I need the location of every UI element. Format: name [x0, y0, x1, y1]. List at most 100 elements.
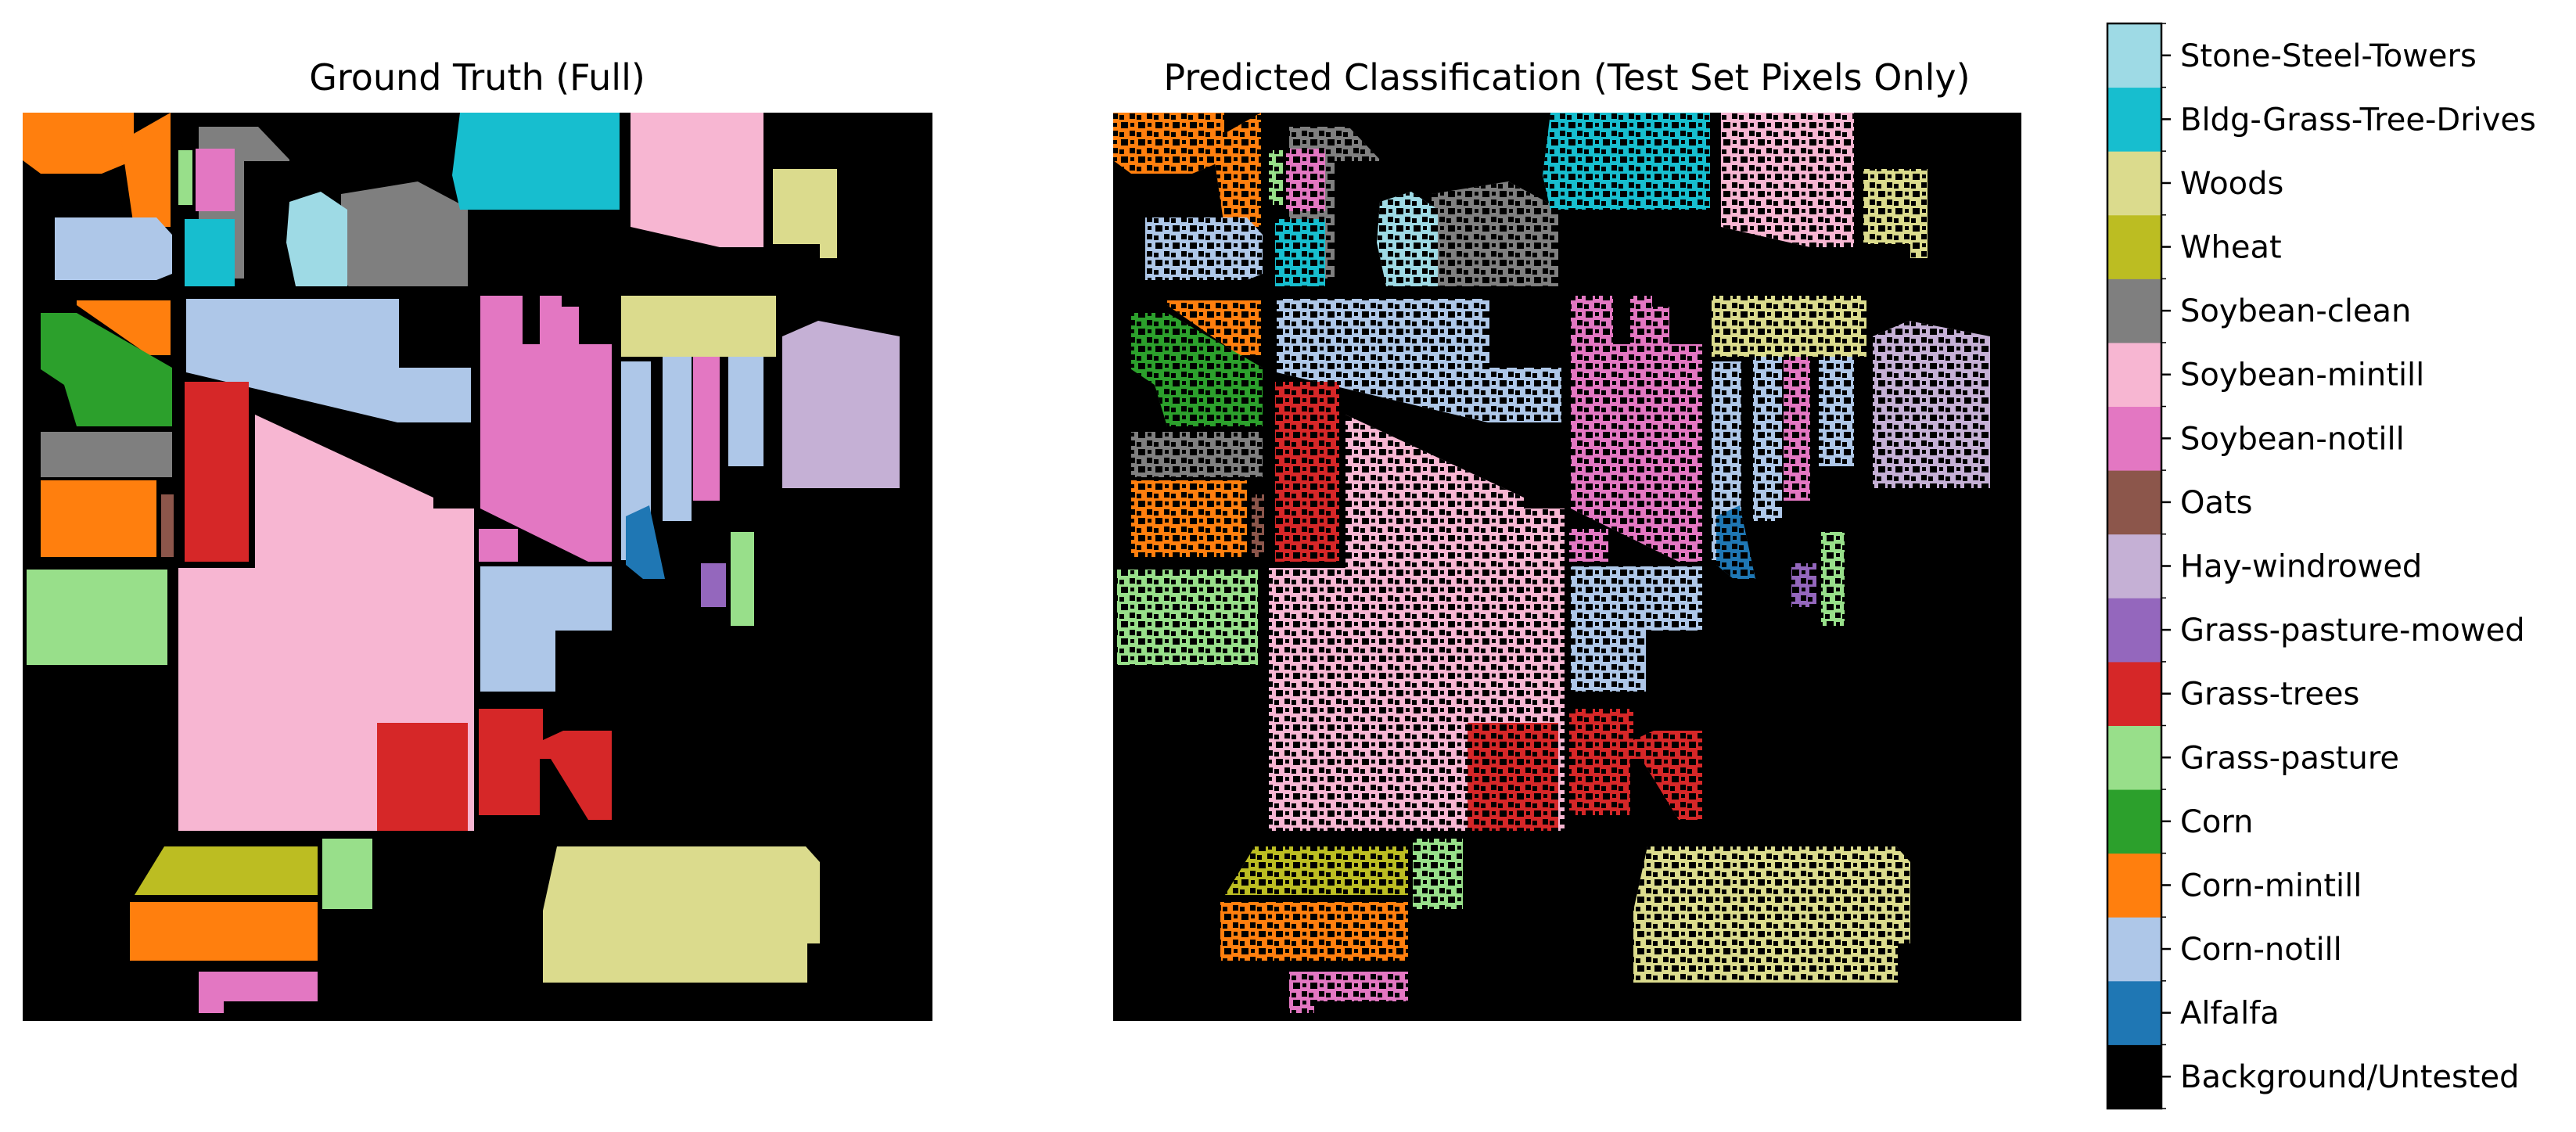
predicted-untested-overlay	[1289, 972, 1408, 1013]
ground-truth-region-soybean-notill	[693, 357, 720, 501]
ground-truth-title: Ground Truth (Full)	[309, 56, 645, 99]
colorbar-label-grass-pasture: Grass-pasture	[2180, 740, 2399, 776]
ground-truth-region-grass-trees	[185, 382, 249, 562]
predicted-untested-overlay	[1819, 357, 1854, 466]
ground-truth-region-grass-pasture	[731, 532, 754, 626]
colorbar-swatch-wheat	[2107, 214, 2161, 279]
predicted-regions	[1113, 113, 1990, 1013]
ground-truth-map	[23, 113, 932, 1021]
colorbar-label-background-untested: Background/Untested	[2180, 1059, 2520, 1095]
ground-truth-region-stone-steel-towers	[286, 192, 347, 286]
colorbar-swatch-bldg-grass-tree-drives	[2107, 87, 2161, 152]
predicted-untested-overlay	[1821, 532, 1845, 626]
predicted-untested-overlay	[1212, 113, 1261, 227]
ground-truth-region-corn-mintill	[23, 113, 134, 174]
colorbar-swatch-grass-pasture-mowed	[2107, 598, 2161, 663]
ground-truth-regions	[23, 113, 900, 1013]
predicted-untested-overlay	[1571, 566, 1702, 692]
predicted-untested-overlay	[1468, 723, 1558, 831]
ground-truth-region-woods	[621, 296, 776, 357]
colorbar-swatch-oats	[2107, 470, 2161, 535]
predicted-untested-overlay	[1712, 296, 1866, 357]
colorbar-swatch-grass-trees	[2107, 661, 2161, 726]
ground-truth-region-wheat	[135, 846, 318, 895]
ground-truth-region-soybean-notill	[196, 149, 235, 211]
ground-truth-region-corn-notill	[480, 566, 612, 692]
predicted-untested-overlay	[1131, 432, 1263, 477]
predicted-untested-overlay	[1791, 563, 1816, 607]
predicted-untested-overlay	[1432, 181, 1558, 286]
ground-truth-region-woods	[543, 846, 820, 983]
predicted-untested-overlay	[1863, 169, 1928, 258]
ground-truth-region-bldg-grass-tree-drives	[185, 219, 235, 286]
ground-truth-region-corn-notill	[55, 217, 172, 280]
colorbar-swatch-corn-mintill	[2107, 853, 2161, 918]
ground-truth-region-corn	[41, 313, 172, 426]
predicted-untested-overlay	[1167, 300, 1261, 355]
predicted-title: Predicted Classification (Test Set Pixel…	[1163, 56, 1971, 99]
colorbar-ticks: Background/Untested Alfalfa Corn-notill Cor…	[2161, 23, 2536, 1109]
predicted-untested-overlay	[1145, 217, 1263, 280]
ground-truth-region-soybean-notill	[480, 296, 612, 562]
predicted-untested-overlay	[1269, 150, 1283, 205]
colorbar-swatch-hay-windrowed	[2107, 534, 2161, 598]
predicted-untested-overlay	[1252, 494, 1264, 557]
colorbar-label-soybean-clean: Soybean-clean	[2180, 293, 2411, 329]
ground-truth-region-grass-trees	[377, 723, 468, 831]
colorbar-label-grass-pasture-mowed: Grass-pasture-mowed	[2180, 613, 2525, 649]
predicted-untested-overlay	[1784, 357, 1810, 501]
colorbar-swatch-woods	[2107, 151, 2161, 216]
ground-truth-region-corn-notill	[186, 299, 471, 422]
predicted-untested-overlay	[1716, 505, 1755, 579]
ground-truth-region-soybean-clean	[41, 432, 172, 477]
colorbar-swatch-stone-steel-towers	[2107, 23, 2161, 88]
predicted-untested-overlay	[1413, 839, 1463, 909]
predicted-untested-overlay	[1269, 568, 1413, 831]
ground-truth-region-grass-trees	[479, 709, 612, 820]
ground-truth-region-corn-mintill	[130, 902, 318, 961]
ground-truth-region-bldg-grass-tree-drives	[452, 113, 620, 210]
ground-truth-region-soybean-mintill	[631, 113, 763, 247]
predicted-untested-overlay	[1277, 299, 1561, 422]
ground-truth-region-grass-pasture	[322, 839, 372, 909]
ground-truth-region-grass-pasture	[27, 570, 167, 665]
colorbar: Background/Untested Alfalfa Corn-notill Cor…	[2106, 22, 2536, 1110]
colorbar-label-hay-windrowed: Hay-windrowed	[2180, 549, 2422, 585]
colorbar-swatch-soybean-notill	[2107, 406, 2161, 471]
predicted-untested-overlay	[1275, 219, 1325, 286]
colorbar-label-alfalfa: Alfalfa	[2180, 996, 2280, 1032]
ground-truth-region-grass-pasture	[178, 150, 192, 205]
predicted-untested-overlay	[1131, 480, 1247, 557]
colorbar-swatch-grass-pasture	[2107, 725, 2161, 790]
predicted-untested-overlay	[1571, 296, 1702, 562]
predicted-untested-overlay	[1543, 113, 1710, 210]
predicted-untested-overlay	[1721, 113, 1854, 247]
predicted-untested-overlay	[1873, 321, 1990, 488]
ground-truth-region-grass-pasture-mowed	[701, 563, 726, 607]
colorbar-label-corn: Corn	[2180, 804, 2254, 840]
colorbar-label-woods: Woods	[2180, 166, 2283, 202]
ground-truth-region-corn-notill	[728, 357, 763, 466]
ground-truth-region-soybean-mintill	[178, 568, 322, 831]
ground-truth-region-woods	[773, 169, 837, 258]
colorbar-label-corn-mintill: Corn-mintill	[2180, 868, 2362, 904]
predicted-untested-overlay	[1286, 149, 1325, 211]
ground-truth-region-soybean-notill	[479, 529, 518, 562]
colorbar-label-wheat: Wheat	[2180, 230, 2282, 266]
colorbar-label-corn-notill: Corn-notill	[2180, 932, 2342, 968]
colorbar-label-bldg-grass-tree-drives: Bldg-Grass-Tree-Drives	[2180, 102, 2536, 138]
ground-truth-region-alfalfa	[626, 505, 665, 579]
predicted-untested-overlay	[1753, 357, 1782, 521]
colorbar-label-soybean-mintill: Soybean-mintill	[2180, 358, 2424, 394]
colorbar-swatch-corn-notill	[2107, 917, 2161, 982]
predicted-untested-overlay	[1225, 846, 1408, 895]
ground-truth-region-hay-windrowed	[782, 321, 900, 488]
ground-truth-region-corn-mintill	[77, 300, 171, 355]
colorbar-label-soybean-notill: Soybean-notill	[2180, 421, 2405, 457]
colorbar-label-grass-trees: Grass-trees	[2180, 677, 2359, 713]
ground-truth-region-corn-mintill	[121, 113, 171, 227]
colorbar-swatches	[2107, 23, 2161, 1109]
colorbar-swatch-background-untested	[2107, 1044, 2161, 1109]
colorbar-swatch-alfalfa	[2107, 980, 2161, 1045]
